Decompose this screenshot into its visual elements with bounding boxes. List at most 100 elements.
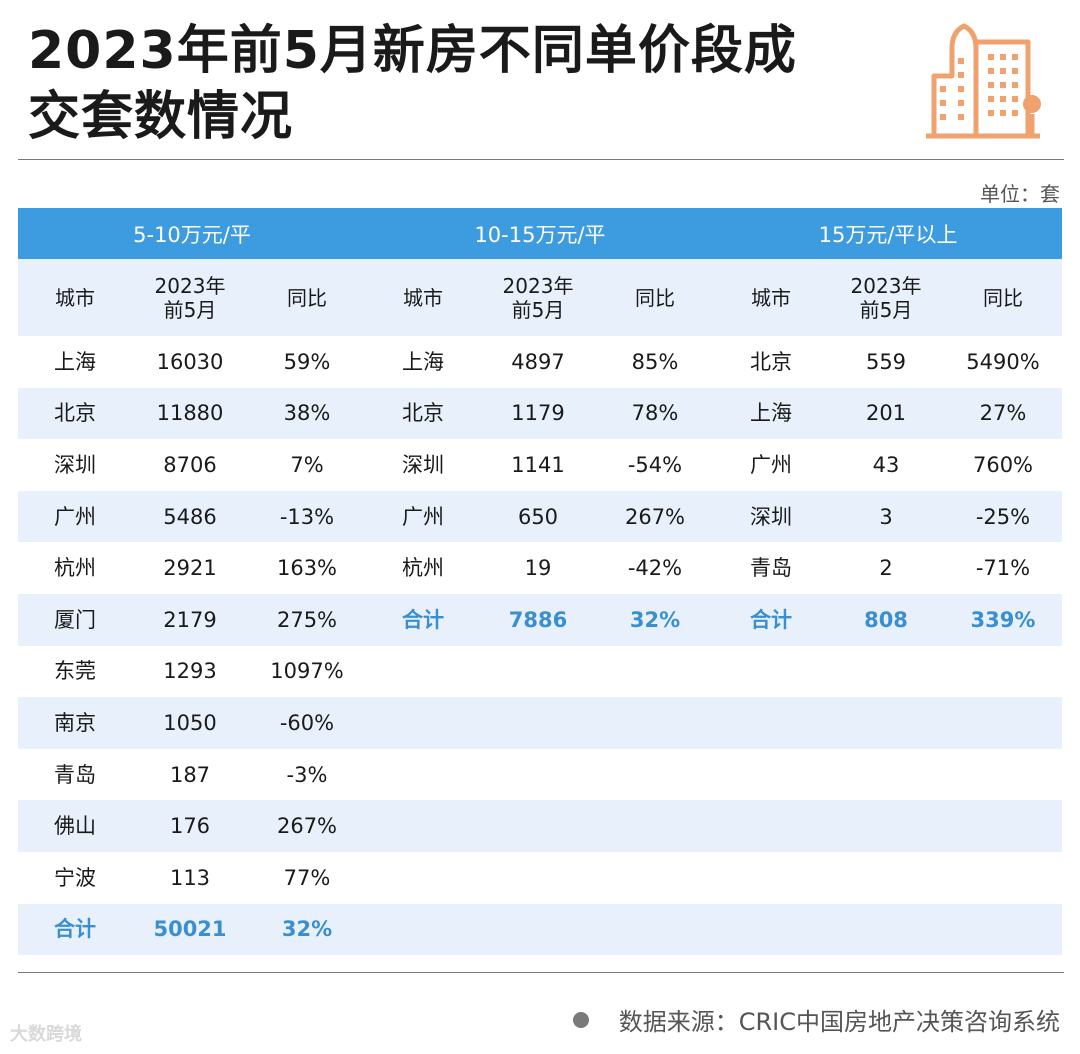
table-row: 厦门 2179 275% 合计 7886 32% 合计 808 339% — [18, 593, 1062, 646]
yoy-cell: 85% — [631, 349, 679, 374]
city-cell — [366, 800, 480, 852]
table-row: 杭州 2921 163% 杭州 19 -42% 青岛 2 -71% — [18, 542, 1062, 594]
value-cell — [480, 749, 596, 801]
city-cell: 深圳 — [402, 452, 444, 477]
total-value: 808 — [864, 607, 908, 632]
city-cell — [714, 646, 828, 698]
total-label: 合计 — [54, 917, 96, 942]
city-cell: 佛山 — [54, 814, 96, 839]
city-cell: 东莞 — [54, 659, 96, 684]
city-cell: 青岛 — [54, 762, 96, 787]
bottom-divider — [18, 972, 1064, 973]
city-cell: 北京 — [402, 401, 444, 426]
value-cell — [828, 852, 944, 904]
city-cell — [714, 749, 828, 801]
header-yoy: 同比 — [635, 285, 675, 310]
yoy-cell: 267% — [624, 504, 686, 529]
header-period: 2023年 前5月 — [480, 259, 596, 336]
yoy-cell: 163% — [276, 556, 338, 581]
value-cell: 4897 — [511, 349, 565, 374]
value-cell: 3 — [879, 504, 893, 529]
value-cell: 187 — [169, 762, 211, 787]
value-cell: 43 — [872, 452, 900, 477]
city-cell — [366, 697, 480, 749]
value-cell — [828, 800, 944, 852]
value-cell: 8706 — [163, 452, 217, 477]
table-row: 宁波 113 77% — [18, 852, 1062, 904]
yoy-cell: -54% — [627, 452, 683, 477]
column-header-row: 城市 2023年 前5月 同比 城市 2023年 前5月 同比 城市 2023年 前5月 同比 — [18, 259, 1062, 336]
city-cell: 广州 — [54, 504, 96, 529]
header-period-text: 2023年 前5月 — [155, 274, 226, 322]
header-city: 城市 — [751, 285, 791, 310]
table-row: 合计 50021 32% — [18, 903, 1062, 956]
value-cell: 1293 — [163, 659, 217, 684]
title-line-1: 2023年前5月新房不同单价段成 — [28, 21, 797, 81]
unit-label: 单位：套 — [980, 182, 1060, 206]
yoy-cell: -71% — [975, 556, 1031, 581]
yoy-cell: 78% — [631, 401, 679, 426]
yoy-cell — [944, 697, 1062, 749]
header-period-line2: 前5月 — [511, 297, 565, 322]
bullet-icon — [572, 1011, 589, 1028]
total-yoy: 339% — [970, 607, 1036, 632]
page-title: 2023年前5月新房不同单价段成 交套数情况 — [28, 18, 888, 150]
city-cell: 南京 — [54, 710, 96, 735]
value-cell — [480, 904, 596, 956]
total-yoy: 32% — [281, 917, 333, 942]
total-yoy: 32% — [629, 607, 681, 632]
yoy-cell: 27% — [979, 401, 1027, 426]
value-cell: 201 — [865, 401, 907, 426]
city-cell: 杭州 — [54, 556, 96, 581]
city-cell: 青岛 — [750, 556, 792, 581]
data-table: 5-10万元/平 10-15万元/平 15万元/平以上 城市 2023年 前5月 同比… — [18, 208, 1062, 956]
city-cell: 上海 — [402, 349, 444, 374]
group-header-band: 5-10万元/平 10-15万元/平 15万元/平以上 — [18, 208, 1062, 259]
value-cell — [480, 646, 596, 698]
value-cell: 19 — [524, 556, 552, 581]
city-cell: 广州 — [750, 452, 792, 477]
header-period-line1: 2023年 — [502, 273, 574, 298]
city-cell: 北京 — [54, 401, 96, 426]
city-cell — [366, 852, 480, 904]
yoy-cell — [944, 852, 1062, 904]
yoy-cell — [596, 904, 714, 956]
header-city: 城市 — [55, 285, 95, 310]
building-icon — [926, 23, 1041, 139]
total-value: 50021 — [153, 917, 227, 942]
yoy-cell: 7% — [290, 452, 324, 477]
header-city: 城市 — [403, 285, 443, 310]
city-cell — [714, 904, 828, 956]
city-cell — [714, 800, 828, 852]
city-cell: 宁波 — [54, 865, 96, 890]
city-cell: 深圳 — [54, 452, 96, 477]
yoy-cell: 267% — [276, 814, 338, 839]
value-cell — [828, 904, 944, 956]
value-cell — [828, 697, 944, 749]
yoy-cell — [944, 749, 1062, 801]
group-label: 15万元/平以上 — [818, 222, 958, 247]
header-period-text: 2023年 前5月 — [851, 274, 922, 322]
value-cell: 559 — [865, 349, 907, 374]
city-cell: 北京 — [750, 349, 792, 374]
yoy-cell: 5490% — [966, 349, 1040, 374]
value-cell: 1179 — [511, 401, 565, 426]
yoy-cell — [596, 852, 714, 904]
city-cell — [714, 852, 828, 904]
total-label: 合计 — [750, 607, 792, 632]
table-row: 上海 16030 59% 上海 4897 85% 北京 559 5490% — [18, 336, 1062, 388]
group-label: 5-10万元/平 — [133, 222, 251, 247]
value-cell: 176 — [169, 814, 211, 839]
value-cell: 2179 — [163, 607, 217, 632]
value-cell: 1050 — [163, 710, 217, 735]
header-period-text: 2023年 前5月 — [503, 274, 574, 322]
city-cell: 杭州 — [402, 556, 444, 581]
header-period: 2023年 前5月 — [828, 259, 944, 336]
city-cell — [714, 697, 828, 749]
city-cell — [366, 646, 480, 698]
yoy-cell: 77% — [283, 865, 331, 890]
yoy-cell: 760% — [972, 452, 1034, 477]
header-period-line1: 2023年 — [850, 273, 922, 298]
source-note: 数据来源：CRIC中国房地产决策咨询系统 — [572, 1002, 1060, 1037]
header-period-line1: 2023年 — [154, 273, 226, 298]
